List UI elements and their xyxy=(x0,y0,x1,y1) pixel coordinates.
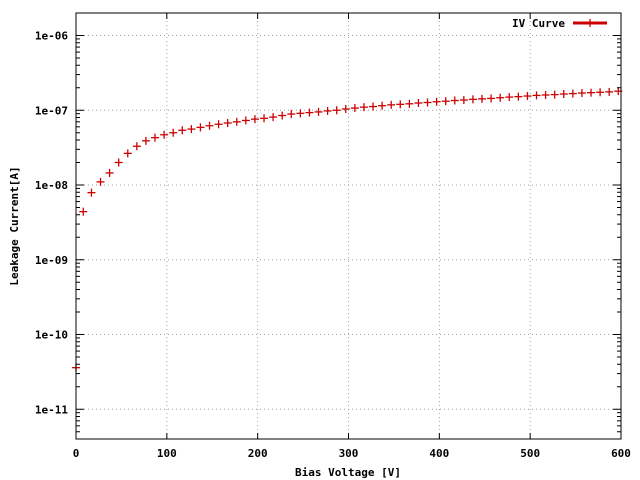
grid xyxy=(76,13,621,439)
data-point xyxy=(532,91,541,100)
x-tick-label: 100 xyxy=(157,447,177,460)
data-point xyxy=(514,92,523,101)
data-point xyxy=(478,94,487,103)
data-point xyxy=(250,115,259,124)
y-tick-label: 1e-11 xyxy=(35,403,68,416)
data-point xyxy=(369,102,378,111)
data-point xyxy=(487,94,496,103)
data-point xyxy=(214,120,223,129)
data-point xyxy=(269,113,278,122)
data-point xyxy=(79,207,88,216)
x-tick-label: 500 xyxy=(520,447,540,460)
data-point xyxy=(441,97,450,106)
data-point xyxy=(132,142,141,151)
data-point xyxy=(296,109,305,118)
data-point xyxy=(169,128,178,137)
data-point xyxy=(541,90,550,99)
data-point xyxy=(114,158,123,167)
data-point xyxy=(496,93,505,102)
data-point xyxy=(577,89,586,98)
data-point xyxy=(160,130,169,139)
data-point xyxy=(287,110,296,119)
data-point xyxy=(223,119,232,128)
data-point xyxy=(423,98,432,107)
y-axis-label: Leakage Current[A] xyxy=(8,166,21,285)
data-point xyxy=(123,149,132,158)
data-point xyxy=(96,177,105,186)
data-point xyxy=(278,111,287,120)
data-point xyxy=(378,101,387,110)
legend: IV Curve xyxy=(512,17,607,30)
data-point xyxy=(468,95,477,104)
data-point xyxy=(87,188,96,197)
x-tick-label: 400 xyxy=(429,447,449,460)
data-points xyxy=(72,87,623,372)
data-point xyxy=(241,116,250,125)
data-point xyxy=(350,104,359,113)
data-point xyxy=(605,87,614,96)
legend-label: IV Curve xyxy=(512,17,565,30)
x-tick-label: 0 xyxy=(73,447,80,460)
data-point xyxy=(187,125,196,134)
x-tick-labels: 0 100 200 300 400 500 600 xyxy=(73,447,631,460)
data-point xyxy=(587,88,596,97)
data-point xyxy=(459,96,468,105)
data-point xyxy=(260,114,269,123)
data-point xyxy=(550,90,559,99)
y-tick-label: 1e-06 xyxy=(35,30,68,43)
data-point xyxy=(232,117,241,126)
data-point xyxy=(523,92,532,101)
y-tick-label: 1e-07 xyxy=(35,104,68,117)
data-point xyxy=(141,136,150,145)
y-tick-label: 1e-10 xyxy=(35,329,68,342)
data-point xyxy=(450,96,459,105)
data-point xyxy=(505,93,514,102)
data-point xyxy=(305,108,314,117)
data-point xyxy=(151,133,160,142)
data-point xyxy=(105,168,114,177)
data-point xyxy=(432,97,441,106)
y-tick-label: 1e-09 xyxy=(35,254,68,267)
data-point xyxy=(414,99,423,108)
data-point xyxy=(559,89,568,98)
data-point xyxy=(596,88,605,97)
x-axis-label: Bias Voltage [V] xyxy=(295,466,401,479)
y-tick-label: 1e-08 xyxy=(35,179,68,192)
data-point xyxy=(387,100,396,109)
data-point xyxy=(196,123,205,132)
data-point xyxy=(205,121,214,130)
data-point xyxy=(314,107,323,116)
ticks xyxy=(75,12,622,440)
legend-swatch-marker xyxy=(586,19,594,27)
data-point xyxy=(332,106,341,115)
data-point xyxy=(359,103,368,112)
y-tick-labels: 1e-11 1e-10 1e-09 1e-08 1e-07 1e-06 xyxy=(35,30,68,417)
data-point xyxy=(405,99,414,108)
data-point xyxy=(341,104,350,113)
x-tick-label: 300 xyxy=(339,447,359,460)
x-tick-label: 200 xyxy=(248,447,268,460)
data-point xyxy=(396,100,405,109)
data-point xyxy=(323,106,332,115)
x-tick-label: 600 xyxy=(611,447,631,460)
data-point xyxy=(568,89,577,98)
data-point xyxy=(178,126,187,135)
